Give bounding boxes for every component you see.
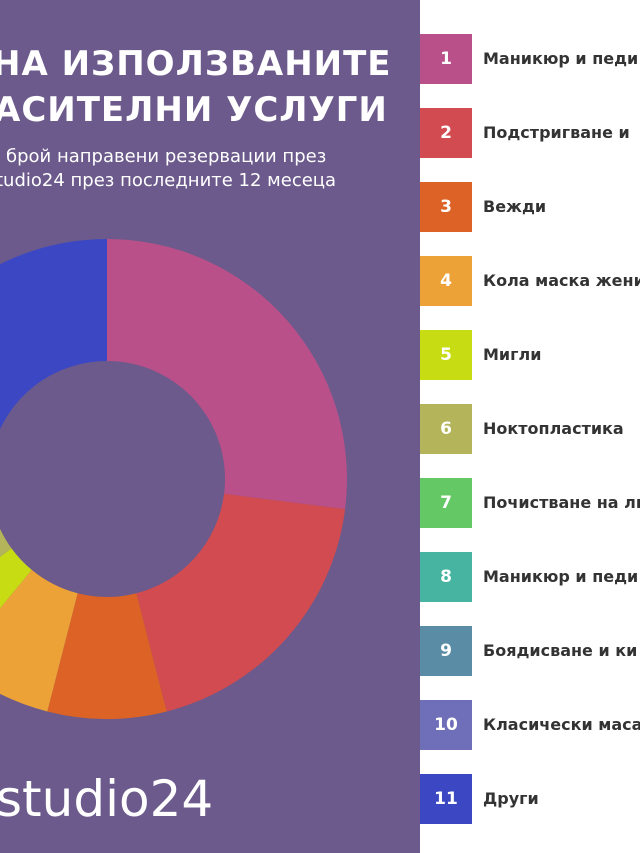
legend-badge: 1 [420, 34, 472, 84]
chart-panel: НА ИЗПОЛЗВАНИТЕ АСИТЕЛНИ УСЛУГИ брой нап… [0, 0, 420, 853]
title-line-2: АСИТЕЛНИ УСЛУГИ [0, 90, 388, 130]
legend-badge: 5 [420, 330, 472, 380]
legend-badge: 3 [420, 182, 472, 232]
donut-slice-5 [0, 548, 32, 609]
legend-badge: 10 [420, 700, 472, 750]
legend-label: Почистване на ли [483, 493, 640, 512]
legend-item-7: 7 Почистване на ли [420, 478, 640, 528]
donut-slice-3 [47, 593, 167, 720]
legend-item-2: 2 Подстригване и [420, 108, 640, 158]
legend-item-5: 5 Мигли [420, 330, 640, 380]
donut-slice-11 [0, 239, 107, 430]
brand-logo-text: studio24 [0, 770, 214, 828]
donut-slice-1 [107, 239, 347, 510]
subtitle-line-1: брой направени резервации през [6, 146, 327, 167]
legend-item-4: 4 Кола маска жени [420, 256, 640, 306]
donut-slice-4 [0, 569, 78, 712]
legend-item-1: 1 Маникюр и педи [420, 34, 640, 84]
legend-label: Вежди [483, 197, 547, 216]
legend-badge: 7 [420, 478, 472, 528]
legend-badge: 11 [420, 774, 472, 824]
donut-chart [0, 239, 347, 720]
title-line-1: НА ИЗПОЛЗВАНИТЕ [0, 44, 392, 84]
donut-slice-2 [136, 493, 346, 712]
legend-item-10: 10 Класически маса [420, 700, 640, 750]
legend-label: Ноктопластика [483, 419, 624, 438]
legend-item-8: 8 Маникюр и педи [420, 552, 640, 602]
legend-badge: 2 [420, 108, 472, 158]
legend-item-11: 11 Други [420, 774, 640, 824]
legend-item-9: 9 Боядисване и ки [420, 626, 640, 676]
legend-label: Мигли [483, 345, 542, 364]
legend-badge: 8 [420, 552, 472, 602]
legend-label: Кола маска жени [483, 271, 640, 290]
legend-label: Подстригване и [483, 123, 630, 142]
legend-label: Маникюр и педи [483, 567, 639, 586]
legend-badge: 9 [420, 626, 472, 676]
legend-label: Боядисване и ки [483, 641, 638, 660]
legend-item-6: 6 Ноктопластика [420, 404, 640, 454]
subtitle-line-2: tudio24 през последните 12 месеца [0, 170, 337, 191]
legend-badge: 6 [420, 404, 472, 454]
donut-slice-6 [0, 529, 12, 557]
legend-label: Маникюр и педи [483, 49, 639, 68]
legend-label: Класически маса [483, 715, 640, 734]
legend-item-3: 3 Вежди [420, 182, 640, 232]
legend-badge: 4 [420, 256, 472, 306]
legend-label: Други [483, 789, 539, 808]
